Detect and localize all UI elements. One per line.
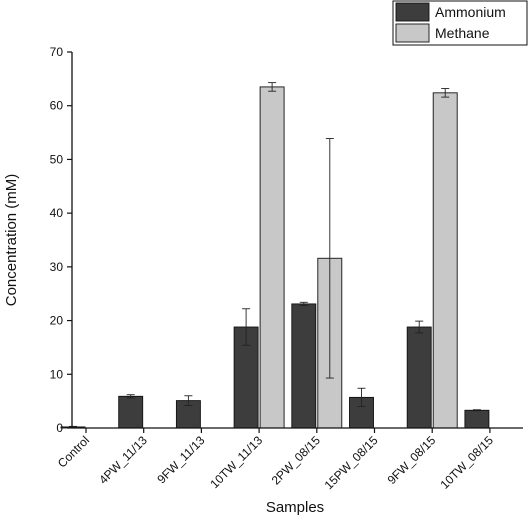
y-tick-label: 20 <box>50 314 64 328</box>
legend-swatch-methane <box>395 23 430 43</box>
x-tick-label: 4PW_11/13 <box>96 433 150 487</box>
bar-methane <box>432 92 458 429</box>
x-tick-label: 9FW_08/15 <box>385 433 439 487</box>
y-tick-label: 60 <box>50 99 64 113</box>
bar-ammonium <box>118 395 144 429</box>
bar-ammonium <box>406 326 432 429</box>
bar-ammonium <box>291 303 317 429</box>
y-tick-label: 40 <box>50 206 64 220</box>
x-axis-title: Samples <box>266 499 324 516</box>
y-tick-label: 10 <box>50 367 64 381</box>
y-tick-label: 70 <box>50 45 64 59</box>
y-ticks: 0 10 20 30 40 50 60 70 <box>50 45 72 435</box>
x-tick-label: 9FW_11/13 <box>154 433 207 486</box>
legend-swatch-ammonium <box>395 2 430 22</box>
legend-label: Ammonium <box>435 4 506 20</box>
x-tick-label: 10TW_08/15 <box>438 433 497 492</box>
y-tick-label: 30 <box>50 260 64 274</box>
x-ticks: Control 4PW_11/13 9FW_11/13 10TW_11/13 2PW_0… <box>55 428 496 492</box>
bar-methane <box>259 86 285 429</box>
x-tick-label: 10TW_11/13 <box>207 433 265 491</box>
y-axis-title: Concentration (mM) <box>3 174 20 307</box>
x-tick-label: 2PW_08/15 <box>269 433 323 487</box>
x-tick-label: 15PW_08/15 <box>322 433 381 492</box>
x-tick-label: Control <box>55 433 92 470</box>
y-tick-label: 0 <box>56 421 63 435</box>
plot-area <box>60 82 490 429</box>
bar-ammonium <box>464 409 490 429</box>
legend-label: Methane <box>435 25 490 41</box>
legend: Ammonium Methane <box>392 0 528 46</box>
y-tick-label: 50 <box>50 152 64 166</box>
